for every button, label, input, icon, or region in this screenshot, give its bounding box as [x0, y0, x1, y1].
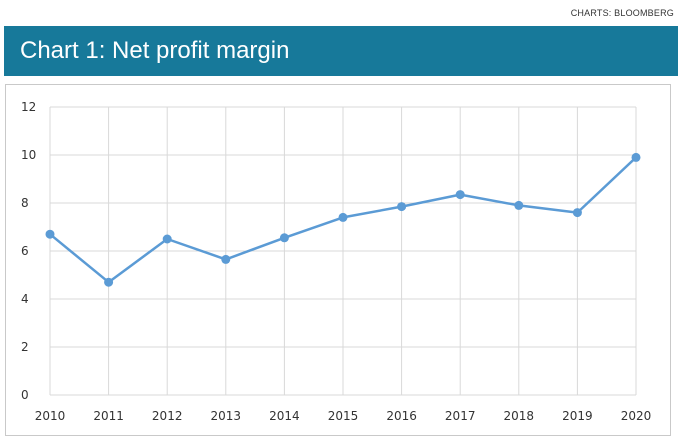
data-point	[455, 190, 465, 200]
data-point	[162, 234, 172, 244]
x-tick-label: 2017	[445, 409, 476, 423]
chart-frame: 0 2 4 6 8 10 12 2010 2011 2012 2013 2014 2015 2016 20…	[5, 84, 671, 436]
x-tick-label: 2010	[35, 409, 66, 423]
y-axis-ticks: 0 2 4 6 8 10 12	[21, 100, 36, 402]
x-tick-label: 2013	[211, 409, 242, 423]
data-point	[631, 152, 641, 162]
data-point	[338, 212, 348, 222]
y-tick-label: 10	[21, 148, 36, 162]
data-point	[221, 254, 231, 264]
data-point	[514, 200, 524, 210]
x-tick-label: 2011	[93, 409, 124, 423]
x-tick-label: 2020	[621, 409, 652, 423]
x-tick-label: 2012	[152, 409, 183, 423]
data-point	[279, 233, 289, 243]
x-axis-ticks: 2010 2011 2012 2013 2014 2015 2016 2017 2018 2019…	[35, 409, 652, 423]
data-point	[104, 277, 114, 287]
chart-source: CHARTS: BLOOMBERG	[570, 8, 674, 18]
x-tick-label: 2014	[269, 409, 300, 423]
gridlines	[49, 106, 637, 396]
data-point	[45, 229, 55, 239]
y-tick-label: 0	[21, 388, 29, 402]
data-point	[572, 208, 582, 218]
chart-title-bar: Chart 1: Net profit margin	[4, 26, 678, 76]
y-tick-label: 4	[21, 292, 29, 306]
data-points	[45, 152, 641, 287]
y-tick-label: 2	[21, 340, 29, 354]
x-tick-label: 2016	[386, 409, 417, 423]
y-tick-label: 6	[21, 244, 29, 258]
chart-title: Chart 1: Net profit margin	[20, 37, 290, 64]
x-tick-label: 2018	[504, 409, 535, 423]
x-tick-label: 2019	[562, 409, 593, 423]
x-tick-label: 2015	[328, 409, 359, 423]
y-tick-label: 12	[21, 100, 36, 114]
y-tick-label: 8	[21, 196, 29, 210]
data-point	[397, 202, 407, 212]
